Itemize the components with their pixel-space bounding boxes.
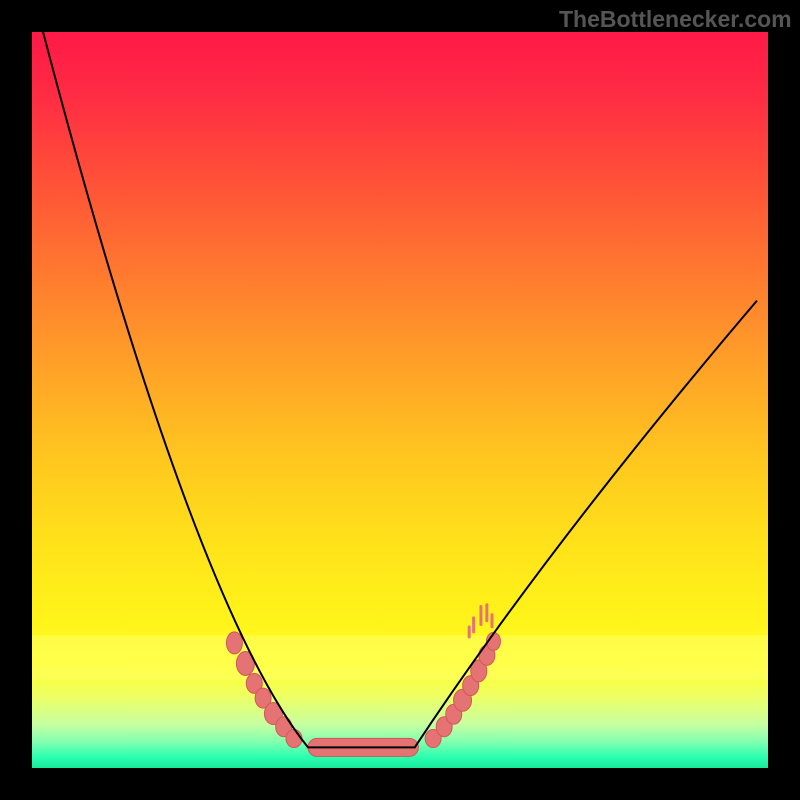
- threshold-band: [32, 636, 768, 680]
- left-marker-6: [286, 730, 302, 748]
- left-marker-0: [226, 632, 242, 654]
- chart-svg: [32, 32, 768, 768]
- plot-area: [32, 32, 768, 768]
- chart-frame: TheBottlenecker.com: [0, 0, 800, 800]
- watermark-text: TheBottlenecker.com: [559, 6, 792, 33]
